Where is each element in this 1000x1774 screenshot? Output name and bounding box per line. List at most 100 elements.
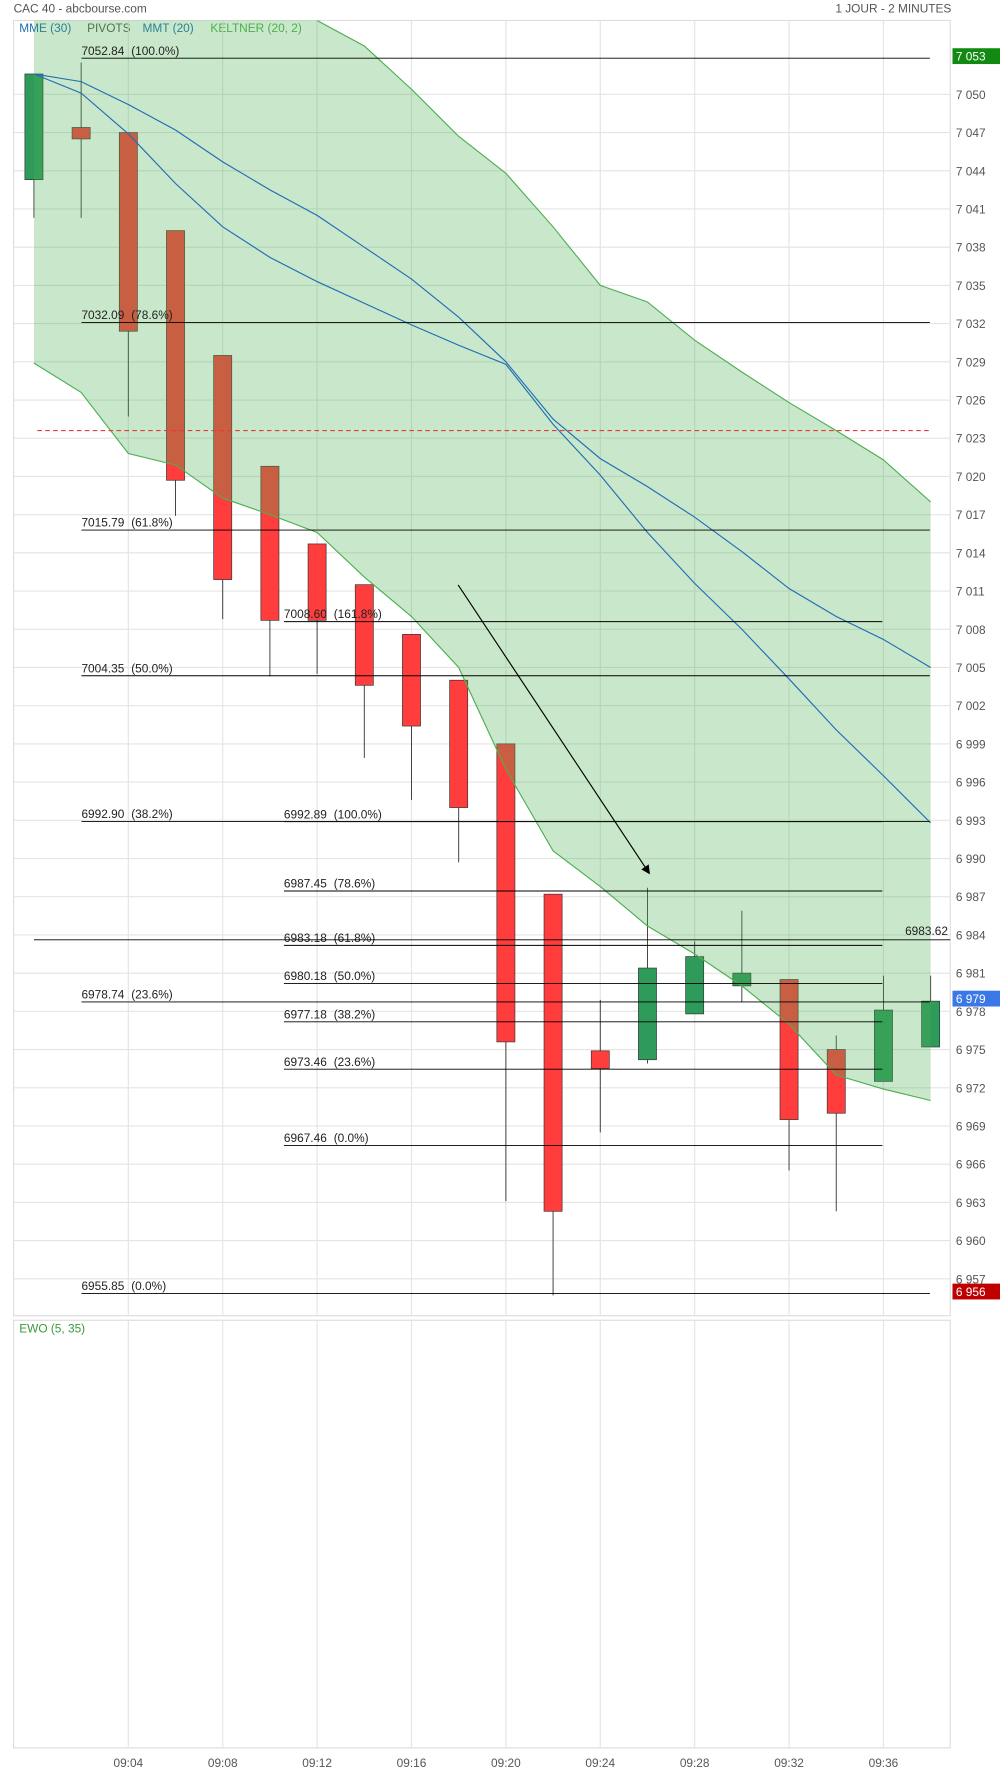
y-tick-label: 6 969 — [956, 1119, 986, 1133]
candle-body — [779, 979, 799, 1120]
y-tick-label: 7 026 — [956, 394, 986, 408]
y-tick-label: 6 960 — [956, 1234, 986, 1248]
fib-price: 6983.18 — [284, 931, 327, 945]
y-tick-label: 6 996 — [956, 776, 986, 790]
price-badge-label: 7 053 — [956, 50, 986, 64]
price-badge — [952, 990, 1000, 1007]
y-tick-label: 7 008 — [956, 623, 986, 637]
candle-body — [166, 230, 185, 481]
y-tick-label: 6 993 — [956, 814, 986, 828]
candle-body — [543, 893, 563, 1212]
fib-price: 6977.18 — [284, 1007, 327, 1021]
fib-price: 6980.18 — [284, 969, 327, 983]
y-tick-label: 6 975 — [956, 1043, 986, 1057]
x-tick-label: 09:08 — [208, 1756, 238, 1770]
x-tick-label: 09:24 — [585, 1756, 615, 1770]
candle-body — [449, 679, 469, 808]
price-badge — [952, 1283, 1000, 1300]
x-tick-label: 09:36 — [869, 1756, 899, 1770]
y-tick-label: 7 041 — [956, 203, 986, 217]
fib-ratio: (78.6%) — [131, 308, 173, 322]
chart-title: CAC 40 - abcbourse.com — [14, 2, 147, 16]
y-tick-label: 6 963 — [956, 1196, 986, 1210]
y-tick-label: 6 981 — [956, 967, 986, 981]
fib-ratio: (161.8%) — [334, 607, 382, 621]
y-tick-label: 7 038 — [956, 241, 986, 255]
x-tick-label: 09:04 — [113, 1756, 143, 1770]
candle-body — [402, 634, 421, 727]
y-tick-label: 6 957 — [956, 1272, 986, 1286]
candle-body — [71, 127, 91, 140]
legend-entry[interactable]: PIVOTS — [87, 21, 131, 35]
y-tick-label: 6 984 — [956, 928, 986, 942]
fib-ratio: (78.6%) — [334, 877, 376, 891]
y-tick-label: 7 035 — [956, 279, 986, 293]
fib-ratio: (0.0%) — [334, 1131, 369, 1145]
fib-ratio: (0.0%) — [131, 1279, 166, 1293]
fib-ratio: (38.2%) — [334, 1007, 376, 1021]
keltner-band — [33, 20, 931, 1101]
fib-price: 6992.89 — [284, 807, 327, 821]
candle-body — [638, 967, 657, 1061]
price-badge-label: 6 979 — [956, 992, 986, 1006]
y-tick-label: 6 999 — [956, 737, 986, 751]
y-tick-label: 7 050 — [956, 88, 986, 102]
fib-price: 6967.46 — [284, 1131, 327, 1145]
reference-label: 6983.62 — [905, 924, 948, 938]
fib-price: 6992.90 — [81, 807, 124, 821]
fib-ratio: (23.6%) — [131, 988, 173, 1002]
y-tick-label: 7 011 — [956, 585, 985, 599]
y-tick-label: 7 017 — [956, 508, 986, 522]
x-tick-label: 09:16 — [397, 1756, 427, 1770]
legend-entry[interactable]: KELTNER (20, 2) — [210, 21, 301, 35]
x-tick-label: 09:32 — [774, 1756, 804, 1770]
ma-line — [33, 73, 932, 824]
keltner-upper — [315, 20, 932, 503]
fib-price: 7008.60 — [284, 607, 327, 621]
keltner-lower — [33, 362, 931, 1102]
candle-body — [685, 956, 705, 1015]
y-tick-label: 7 014 — [956, 546, 986, 560]
x-tick-label: 09:12 — [302, 1756, 332, 1770]
price-badge-label: 6 956 — [956, 1285, 986, 1299]
fib-ratio: (61.8%) — [334, 931, 376, 945]
y-tick-label: 6 972 — [956, 1081, 986, 1095]
fib-price: 6973.46 — [284, 1055, 327, 1069]
fib-ratio: (100.0%) — [131, 44, 179, 58]
y-tick-label: 6 978 — [956, 1005, 986, 1019]
y-tick-label: 7 032 — [956, 317, 986, 331]
candle-body — [118, 132, 138, 332]
annotation-arrow — [457, 584, 650, 875]
candle-body — [826, 1049, 846, 1114]
fib-ratio: (100.0%) — [334, 807, 382, 821]
y-tick-label: 7 044 — [956, 164, 986, 178]
y-tick-label: 7 023 — [956, 432, 986, 446]
price-badge — [952, 48, 1000, 65]
fib-ratio: (23.6%) — [334, 1055, 376, 1069]
legend-entry[interactable]: MME (30) — [19, 21, 71, 35]
y-tick-label: 6 990 — [956, 852, 986, 866]
candle-body — [590, 1050, 610, 1069]
price-panel — [13, 19, 951, 1317]
y-tick-label: 7 005 — [956, 661, 986, 675]
fib-ratio: (50.0%) — [334, 969, 376, 983]
y-tick-label: 7 029 — [956, 355, 986, 369]
indicator-panel — [13, 1319, 951, 1749]
ma-line — [33, 73, 931, 668]
candle-body — [260, 465, 280, 621]
fib-price: 7052.84 — [81, 44, 124, 58]
y-tick-label: 7 047 — [956, 126, 986, 140]
x-tick-label: 09:20 — [491, 1756, 521, 1770]
y-tick-label: 6 987 — [956, 890, 986, 904]
candle-body — [354, 584, 374, 686]
fib-price: 6978.74 — [81, 988, 124, 1002]
candle-body — [874, 1009, 893, 1082]
y-tick-label: 6 966 — [956, 1158, 986, 1172]
legend-entry[interactable]: MMT (20) — [143, 21, 194, 35]
y-tick-label: 7 020 — [956, 470, 986, 484]
candle-body — [921, 1000, 941, 1048]
panel-title: EWO (5, 35) — [19, 1322, 85, 1336]
candle-body — [213, 355, 233, 580]
